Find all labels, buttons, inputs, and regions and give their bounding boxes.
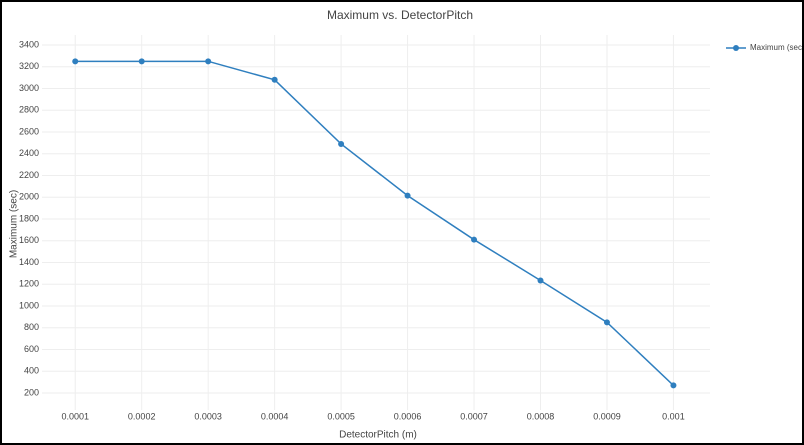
data-point <box>471 236 478 243</box>
x-tick-label: 0.0008 <box>527 411 555 421</box>
y-tick-label: 2400 <box>19 148 39 158</box>
data-point <box>404 192 411 199</box>
data-line <box>75 60 674 386</box>
y-tick-label: 1000 <box>19 300 39 310</box>
y-tick-label: 2600 <box>19 126 39 136</box>
x-tick-label: 0.0009 <box>593 411 621 421</box>
x-axis-label: DetectorPitch (m) <box>339 430 417 441</box>
y-tick-label: 3000 <box>19 83 39 93</box>
data-point <box>72 58 79 65</box>
y-tick-label: 800 <box>24 322 39 332</box>
y-tick-label: 200 <box>24 387 39 397</box>
y-tick-label: 3200 <box>19 61 39 71</box>
y-tick-label: 400 <box>24 366 39 376</box>
x-tick-label: 0.0005 <box>327 411 355 421</box>
x-tick-label: 0.0004 <box>261 411 289 421</box>
x-tick-label: 0.0002 <box>128 411 156 421</box>
data-point <box>205 58 212 65</box>
y-tick-label: 2200 <box>19 170 39 180</box>
x-tick-label: 0.0001 <box>61 411 89 421</box>
y-tick-label: 2000 <box>19 192 39 202</box>
data-point <box>603 319 610 326</box>
y-axis-label: Maximum (sec) <box>9 190 20 258</box>
y-tick-label: 600 <box>24 344 39 354</box>
legend-label: Maximum (sec) <box>750 43 802 52</box>
y-tick-label: 1600 <box>19 235 39 245</box>
y-tick-label: 2800 <box>19 105 39 115</box>
data-point <box>138 58 145 65</box>
data-point <box>537 277 544 284</box>
data-point <box>670 382 677 389</box>
y-tick-label: 1200 <box>19 279 39 289</box>
y-tick-label: 1800 <box>19 213 39 223</box>
data-point <box>271 76 278 83</box>
x-tick-label: 0.0006 <box>394 411 422 421</box>
chart-title: Maximum vs. DetectorPitch <box>327 8 473 22</box>
data-point <box>338 140 345 147</box>
x-tick-label: 0.0007 <box>460 411 488 421</box>
x-tick-label: 0.0003 <box>194 411 222 421</box>
y-tick-label: 1400 <box>19 257 39 267</box>
legend-marker <box>733 45 739 51</box>
y-tick-label: 3400 <box>19 39 39 49</box>
x-tick-label: 0.001 <box>662 411 685 421</box>
